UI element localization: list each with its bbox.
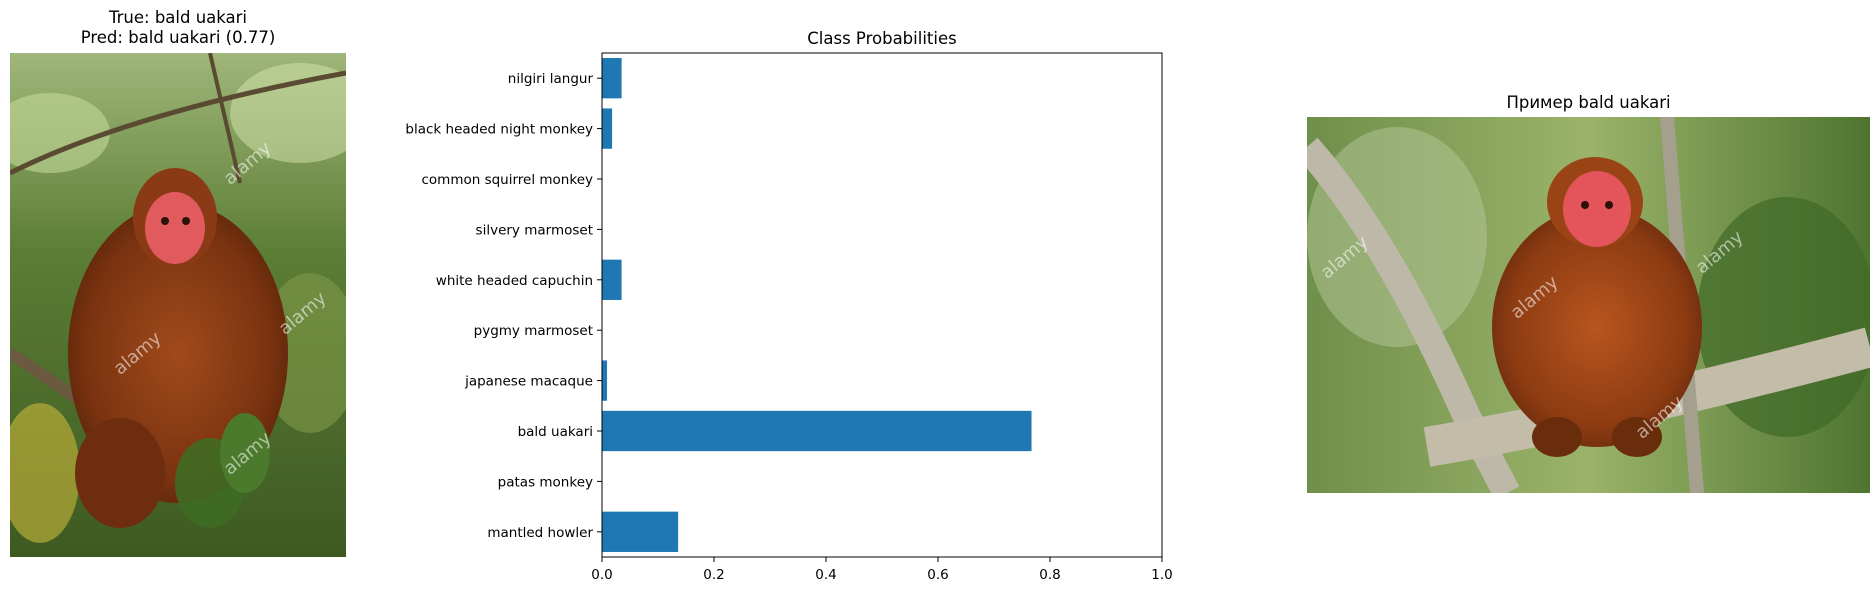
- bar: [602, 410, 1032, 452]
- pred-label: Pred: bald uakari (0.77): [80, 28, 276, 47]
- y-tick-label: mantled howler: [487, 525, 593, 541]
- bar: [602, 108, 613, 149]
- y-tick-label: white headed capuchin: [436, 273, 593, 289]
- y-tick-label: patas monkey: [498, 474, 593, 490]
- x-tick-label: 0.6: [927, 567, 948, 583]
- true-label: True: bald uakari: [108, 8, 248, 27]
- example-image-title: Пример bald uakari: [1506, 93, 1671, 112]
- bar: [602, 511, 679, 552]
- x-tick-label: 0.4: [815, 567, 836, 583]
- plot-frame: [601, 52, 1163, 558]
- y-tick-label: silvery marmoset: [476, 222, 593, 238]
- x-tick-label: 0.8: [1039, 567, 1060, 583]
- bar: [602, 259, 622, 300]
- x-tick-label: 0.2: [703, 567, 724, 583]
- y-tick-label: common squirrel monkey: [421, 172, 593, 188]
- bar: [602, 58, 622, 99]
- y-tick-label: pygmy marmoset: [474, 323, 593, 339]
- left-monkey-photo: alamy alamy alamy alamy: [10, 53, 346, 557]
- x-tick-label: 1.0: [1151, 567, 1172, 583]
- x-tick-label: 0.0: [591, 567, 612, 583]
- y-tick-label: nilgiri langur: [508, 71, 594, 87]
- y-tick-label: japanese macaque: [464, 374, 593, 390]
- example-monkey-photo: alamy alamy alamy alamy: [1307, 117, 1870, 493]
- left-image-title: True: bald uakari Pred: bald uakari (0.7…: [10, 8, 346, 48]
- y-tick-label: bald uakari: [518, 424, 593, 440]
- chart-title: Class Probabilities: [807, 29, 956, 48]
- bar: [602, 360, 608, 401]
- y-tick-label: black headed night monkey: [405, 122, 593, 138]
